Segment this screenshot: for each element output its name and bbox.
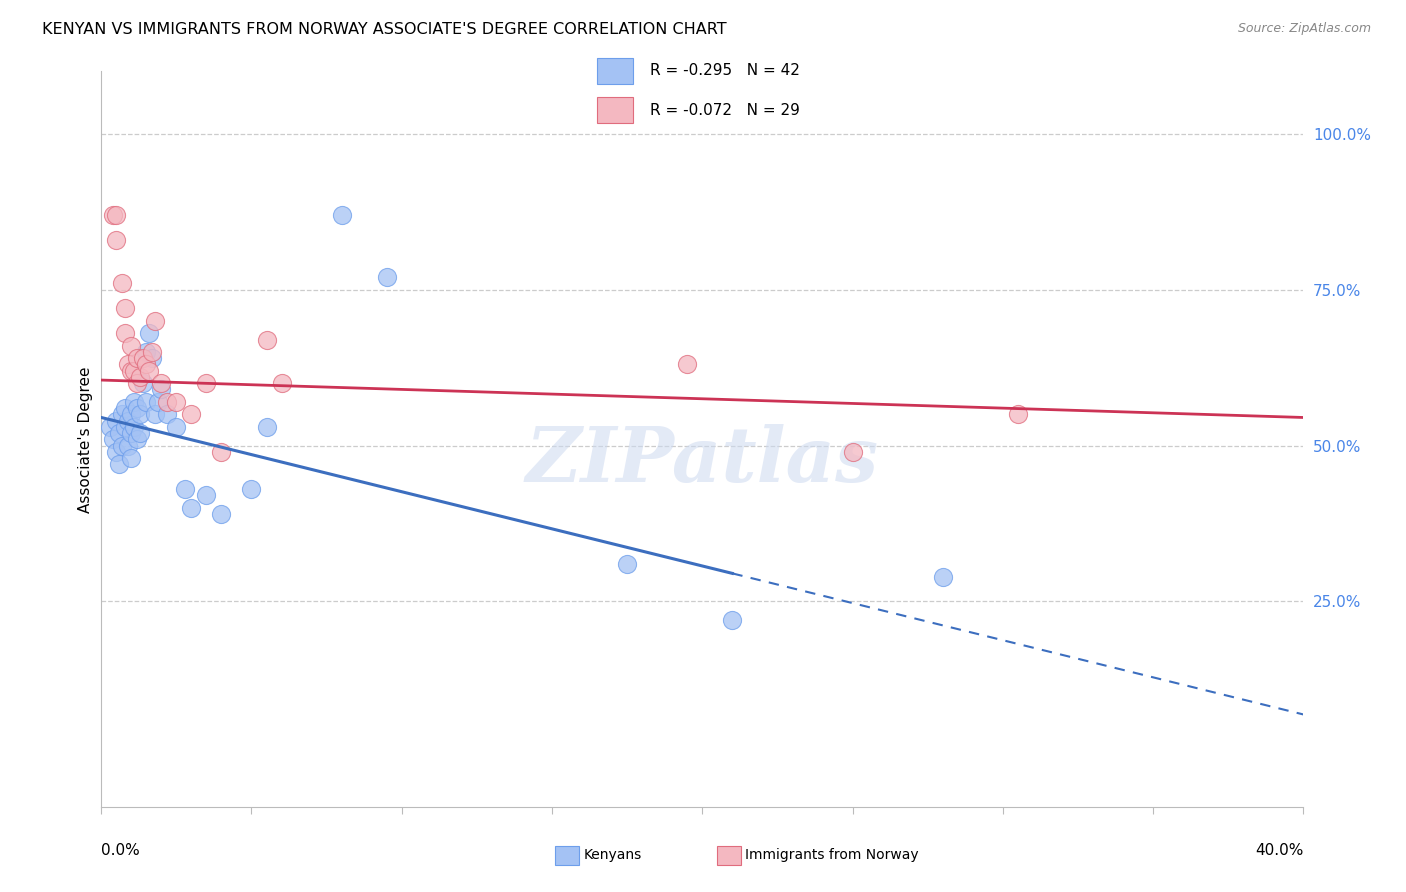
Point [138,326,160,341]
Point [127,351,149,366]
Text: 40.0%: 40.0% [1256,843,1303,858]
Point [721,613,744,627]
Point [195,376,218,391]
FancyBboxPatch shape [596,58,633,84]
Point [114,326,136,341]
Point [127,433,149,447]
Point [141,351,163,366]
Point [108,426,131,441]
Point [180,408,202,422]
FancyBboxPatch shape [596,97,633,123]
Point [117,414,139,428]
Point [111,408,134,422]
Point [932,569,955,583]
Point [270,376,292,391]
Point [105,444,128,458]
Point [1007,408,1029,422]
Text: KENYAN VS IMMIGRANTS FROM NORWAY ASSOCIATE'S DEGREE CORRELATION CHART: KENYAN VS IMMIGRANTS FROM NORWAY ASSOCIA… [42,22,727,37]
Point [127,401,149,416]
Point [127,376,149,391]
Point [135,358,157,372]
Point [105,233,128,247]
Point [676,358,699,372]
Point [120,450,142,465]
Text: 0.0%: 0.0% [101,843,141,858]
Point [174,482,197,496]
Point [150,383,173,397]
Point [114,420,136,434]
Point [98,420,121,434]
Point [143,408,166,422]
Point [120,339,142,353]
Point [129,408,152,422]
Point [124,420,146,434]
Point [129,426,152,441]
Point [165,420,187,434]
Point [114,301,136,316]
Point [195,488,218,502]
Point [105,208,128,222]
Y-axis label: Associate's Degree: Associate's Degree [77,366,93,513]
Point [129,370,152,384]
Point [114,401,136,416]
Point [103,433,125,447]
Point [375,270,398,285]
Text: Kenyans: Kenyans [583,848,641,863]
Text: ZIPatlas: ZIPatlas [526,425,879,499]
Point [211,444,233,458]
Point [841,444,863,458]
Point [120,364,142,378]
Point [135,395,157,409]
Point [132,351,155,366]
Point [120,426,142,441]
Text: R = -0.072   N = 29: R = -0.072 N = 29 [650,103,800,118]
Point [150,376,173,391]
Text: R = -0.295   N = 42: R = -0.295 N = 42 [650,63,800,78]
Point [117,438,139,452]
Point [141,345,163,359]
Point [165,395,187,409]
Point [132,376,155,391]
Point [135,345,157,359]
Point [111,438,134,452]
Point [256,333,278,347]
Point [180,500,202,515]
Point [156,408,179,422]
Point [156,395,179,409]
Text: Source: ZipAtlas.com: Source: ZipAtlas.com [1237,22,1371,36]
Point [240,482,263,496]
Point [105,414,128,428]
Point [148,395,170,409]
Point [108,457,131,471]
Point [124,364,146,378]
Text: Immigrants from Norway: Immigrants from Norway [745,848,918,863]
Point [117,358,139,372]
Point [120,408,142,422]
Point [124,395,146,409]
Point [211,507,233,521]
Point [256,420,278,434]
Point [143,314,166,328]
Point [111,277,134,291]
Point [138,364,160,378]
Point [103,208,125,222]
Point [616,557,638,571]
Point [330,208,353,222]
